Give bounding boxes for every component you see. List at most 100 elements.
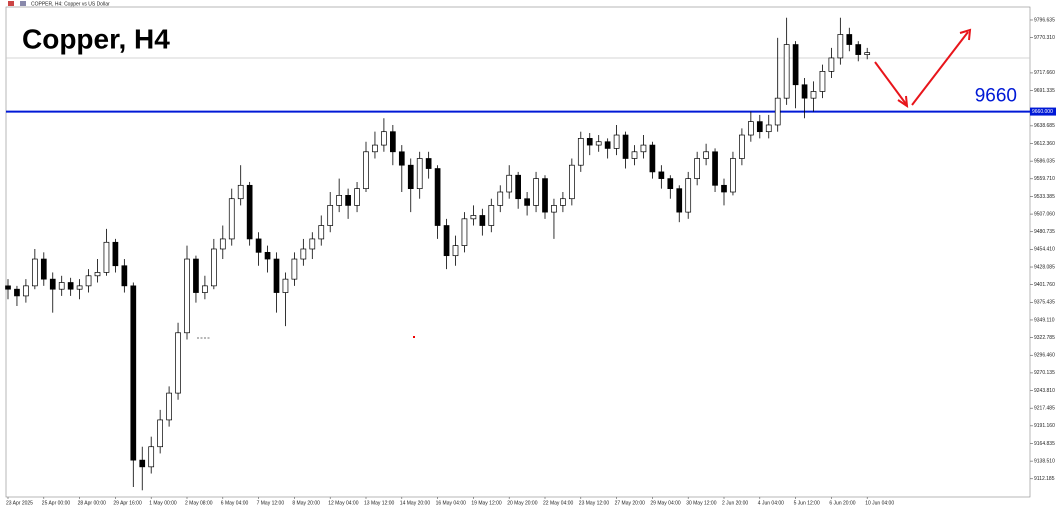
candle-body	[282, 278, 289, 293]
candle	[810, 81, 817, 112]
candle	[148, 436, 155, 474]
x-tick-label: 19 May 12:00	[471, 500, 502, 506]
candle-body	[139, 459, 146, 468]
y-tick-label: 9349.110	[1034, 317, 1055, 323]
candle	[193, 255, 199, 303]
candle	[756, 114, 763, 139]
candle-body	[202, 285, 208, 293]
candle	[864, 47, 871, 60]
candle-body	[121, 265, 128, 287]
x-tick-label: 10 Jun 04:00	[865, 500, 894, 506]
candle-body	[148, 446, 155, 468]
x-tick-label: 4 Jun 04:00	[758, 500, 784, 506]
candle-body	[470, 215, 477, 220]
candle-body	[407, 164, 414, 190]
y-tick-label: 9770.310	[1034, 35, 1055, 41]
candle	[31, 248, 38, 290]
candle-body	[694, 158, 701, 179]
candle	[685, 171, 692, 219]
candle-body	[721, 184, 727, 193]
candle-body	[103, 241, 110, 273]
candle-body	[443, 225, 450, 257]
y-tick-label: 9717.660	[1034, 70, 1055, 76]
y-tick-label: 9138.510	[1034, 458, 1055, 464]
candle	[291, 252, 298, 286]
candle-body	[425, 158, 432, 169]
candle	[327, 192, 334, 233]
candle-body	[595, 141, 602, 146]
candle	[264, 245, 271, 273]
candle	[774, 37, 781, 132]
candle-body	[685, 178, 692, 213]
candle-body	[157, 419, 163, 448]
candle-body	[604, 141, 611, 149]
candle-body	[291, 258, 298, 280]
candle-body	[560, 198, 566, 206]
x-tick-label: 14 May 20:00	[400, 500, 431, 506]
candle-body	[819, 71, 826, 92]
candle	[658, 165, 665, 189]
x-tick-label: 20 May 20:00	[507, 500, 538, 506]
marker	[413, 336, 415, 338]
y-tick-label: 9112.185	[1034, 476, 1055, 482]
candle-body	[175, 332, 181, 394]
candle	[345, 188, 351, 219]
y-tick-label: 9217.485	[1034, 406, 1055, 412]
candle-body	[452, 245, 459, 257]
level-label: 9660	[975, 86, 1017, 107]
candle	[819, 64, 826, 99]
candle-body	[765, 124, 772, 133]
candle	[765, 114, 772, 139]
candle-body	[112, 241, 119, 267]
candle	[855, 41, 862, 62]
candle	[792, 41, 799, 109]
candle-body	[354, 188, 360, 206]
candle-body	[211, 248, 217, 287]
y-tick-label: 9428.085	[1034, 264, 1055, 270]
candle-body	[309, 238, 316, 250]
y-tick-label: 9559.710	[1034, 176, 1055, 182]
candle-body	[85, 275, 92, 287]
y-tick-label: 9638.685	[1034, 123, 1055, 129]
candle	[846, 27, 853, 52]
candle-body	[747, 121, 754, 136]
x-tick-label: 2 May 08:00	[185, 500, 213, 506]
arrow-head	[897, 95, 909, 109]
y-tick-label: 9691.335	[1034, 88, 1055, 94]
candle	[622, 131, 629, 169]
candle-body	[810, 91, 817, 99]
x-tick-label: 29 Apr 16:00	[113, 500, 142, 506]
candle-body	[667, 178, 674, 190]
candle	[184, 245, 190, 340]
candle-body	[649, 144, 656, 173]
candle	[425, 151, 432, 179]
candle-body	[739, 134, 745, 159]
candle	[40, 252, 47, 286]
candle	[577, 131, 584, 172]
candle	[237, 165, 244, 206]
candle	[76, 279, 83, 300]
candle-body	[434, 168, 441, 226]
candle	[175, 322, 181, 400]
candle	[398, 145, 405, 193]
candle	[461, 212, 468, 253]
x-tick-label: 6 May 04:00	[221, 500, 249, 506]
x-tick-label: 29 May 04:00	[650, 500, 681, 506]
candle	[470, 205, 477, 226]
candle-body	[14, 288, 20, 297]
x-tick-label: 23 Apr 2025	[6, 500, 33, 506]
candle-body	[219, 238, 226, 250]
candle	[407, 158, 414, 213]
x-tick-label: 28 Apr 00:00	[78, 500, 107, 506]
candle	[595, 135, 602, 152]
plot-frame	[5, 6, 1031, 498]
candle-body	[855, 44, 862, 55]
y-tick-label: 9401.760	[1034, 282, 1055, 288]
candle-body	[23, 285, 29, 297]
candle-body	[506, 174, 513, 193]
candle	[354, 181, 360, 213]
candle-body	[801, 84, 808, 99]
icon	[20, 1, 26, 6]
candle	[94, 259, 101, 283]
candle-body	[542, 178, 548, 213]
